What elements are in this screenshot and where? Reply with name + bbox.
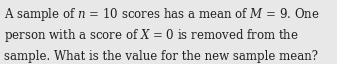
Text: A sample of $n$ = 10 scores has a mean of $M$ = 9. One: A sample of $n$ = 10 scores has a mean o…	[4, 6, 320, 23]
Text: sample. What is the value for the new sample mean?: sample. What is the value for the new sa…	[4, 50, 318, 63]
Text: person with a score of $X$ = 0 is removed from the: person with a score of $X$ = 0 is remove…	[4, 27, 299, 44]
